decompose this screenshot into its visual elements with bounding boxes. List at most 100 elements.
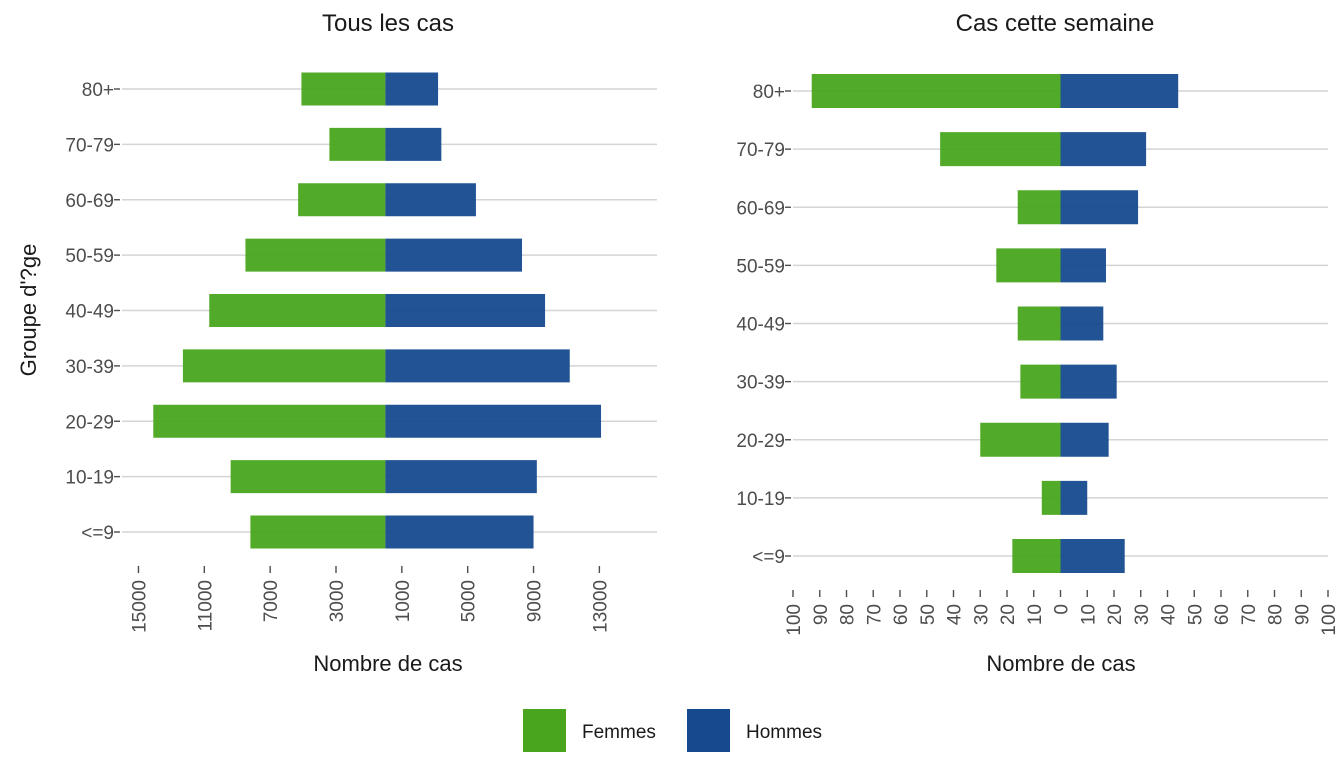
- y-tick-label: 60-69: [65, 191, 114, 212]
- legend-swatch-hommes: [687, 709, 730, 752]
- panel-all-cases: Tous les cas <=9 10-19 20-29 30-39 40-49 50-5…: [16, 10, 657, 676]
- bar-femmes: [329, 127, 386, 161]
- bar-femmes: [209, 294, 386, 327]
- y-tick-label: 40-49: [65, 302, 114, 323]
- bar-femmes: [1017, 306, 1061, 341]
- bar-femmes: [298, 183, 386, 217]
- x-tick-label: 10: [1025, 604, 1046, 625]
- x-tick-label: 80: [838, 604, 859, 625]
- bar-femmes: [980, 422, 1061, 457]
- x-tick-label: 70: [1239, 604, 1260, 625]
- bar-hommes: [385, 127, 442, 161]
- bar-femmes: [250, 515, 386, 549]
- bars: [811, 74, 1179, 573]
- bar-femmes: [1041, 480, 1061, 515]
- bar-hommes: [385, 238, 523, 272]
- x-tick-label: 1000: [393, 580, 414, 622]
- legend-item-femmes: Femmes: [523, 709, 656, 752]
- x-tick-labels: 100 90 80 70 60 50 40 30 20 10 0 10 20 30 40 50 60 70 80 90…: [784, 590, 1340, 636]
- y-tick-label: <=9: [752, 547, 785, 568]
- bar-hommes: [385, 349, 570, 383]
- x-axis-label: Nombre de cas: [986, 651, 1135, 676]
- x-axis-label: Nombre de cas: [313, 651, 462, 676]
- y-tick-label: 30-39: [65, 357, 114, 378]
- x-tick-label: 60: [891, 604, 912, 625]
- y-tick-label: <=9: [81, 523, 114, 544]
- y-tick-label: 50-59: [736, 256, 785, 277]
- y-axis-label: Groupe d'?ge: [16, 244, 41, 377]
- bar-femmes: [245, 238, 386, 272]
- bar-femmes: [153, 404, 386, 438]
- y-tick-label: 70-79: [736, 140, 785, 161]
- y-tick-label: 10-19: [736, 489, 785, 510]
- bar-femmes: [996, 248, 1061, 283]
- bar-hommes: [385, 515, 534, 549]
- bar-femmes: [301, 72, 386, 106]
- y-tick-label: 40-49: [736, 315, 785, 336]
- x-tick-label: 30: [1132, 604, 1153, 625]
- y-tick-label: 10-19: [65, 468, 114, 489]
- x-tick-label: 40: [945, 604, 966, 625]
- legend-item-hommes: Hommes: [687, 709, 822, 752]
- x-tick-label: 0: [1052, 604, 1073, 615]
- x-tick-label: 100: [1319, 604, 1340, 636]
- x-tick-label: 100: [784, 604, 805, 636]
- x-tick-label: 20: [998, 604, 1019, 625]
- bars: [153, 72, 602, 549]
- x-tick-label: 80: [1266, 604, 1287, 625]
- x-tick-label: 30: [971, 604, 992, 625]
- x-tick-label: 70: [864, 604, 885, 625]
- y-tick-label: 70-79: [65, 135, 114, 156]
- bar-hommes: [385, 404, 602, 438]
- x-tick-label: 50: [1185, 604, 1206, 625]
- y-tick-label: 60-69: [736, 198, 785, 219]
- bar-hommes: [1060, 364, 1117, 399]
- panel-title: Tous les cas: [322, 10, 454, 37]
- bar-hommes: [385, 460, 537, 494]
- y-tick-label: 80+: [82, 80, 114, 101]
- y-tick-label: 30-39: [736, 373, 785, 394]
- x-tick-label: 7000: [261, 580, 282, 622]
- bar-hommes: [1060, 74, 1179, 108]
- bar-hommes: [1060, 422, 1109, 457]
- x-tick-label: 9000: [525, 580, 546, 622]
- x-tick-labels: 15000 11000 7000 3000 1000 5000 9000 13000: [129, 566, 611, 633]
- bar-hommes: [385, 72, 439, 106]
- legend-label-hommes: Hommes: [746, 722, 822, 743]
- bar-femmes: [230, 460, 386, 494]
- bar-femmes: [1012, 539, 1061, 573]
- y-tick-label: 80+: [753, 82, 785, 103]
- x-tick-label: 50: [918, 604, 939, 625]
- bar-femmes: [811, 74, 1061, 108]
- x-tick-label: 90: [811, 604, 832, 625]
- x-tick-label: 90: [1292, 604, 1313, 625]
- bar-femmes: [1017, 190, 1061, 225]
- x-tick-label: 11000: [195, 580, 216, 631]
- bar-hommes: [1060, 132, 1147, 167]
- bar-hommes: [1060, 248, 1106, 283]
- y-tick-label: 20-29: [736, 431, 785, 452]
- bar-hommes: [1060, 306, 1104, 341]
- bar-hommes: [385, 294, 546, 327]
- bar-femmes: [1020, 364, 1061, 399]
- x-tick-label: 13000: [590, 580, 611, 633]
- x-tick-label: 15000: [129, 580, 150, 633]
- x-tick-label: 40: [1159, 604, 1180, 625]
- bar-hommes: [385, 183, 476, 217]
- bar-femmes: [182, 349, 386, 383]
- bar-femmes: [940, 132, 1061, 167]
- x-tick-label: 3000: [327, 580, 348, 622]
- legend: Femmes Hommes: [523, 709, 822, 752]
- legend-label-femmes: Femmes: [582, 722, 656, 743]
- bar-hommes: [1060, 480, 1088, 515]
- x-tick-label: 60: [1212, 604, 1233, 625]
- panel-week-cases: Cas cette semaine <=9 10-19 20-29 30-39 40-4…: [736, 10, 1340, 676]
- bar-hommes: [1060, 539, 1125, 573]
- y-tick-label: 50-59: [65, 246, 114, 267]
- y-tick-label: 20-29: [65, 412, 114, 433]
- panel-title: Cas cette semaine: [956, 10, 1155, 37]
- y-tick-labels: <=9 10-19 20-29 30-39 40-49 50-59 60-69 70-79 80…: [736, 82, 791, 568]
- bar-hommes: [1060, 190, 1139, 225]
- y-tick-labels: <=9 10-19 20-29 30-39 40-49 50-59 60-69 70-79 80…: [65, 80, 120, 544]
